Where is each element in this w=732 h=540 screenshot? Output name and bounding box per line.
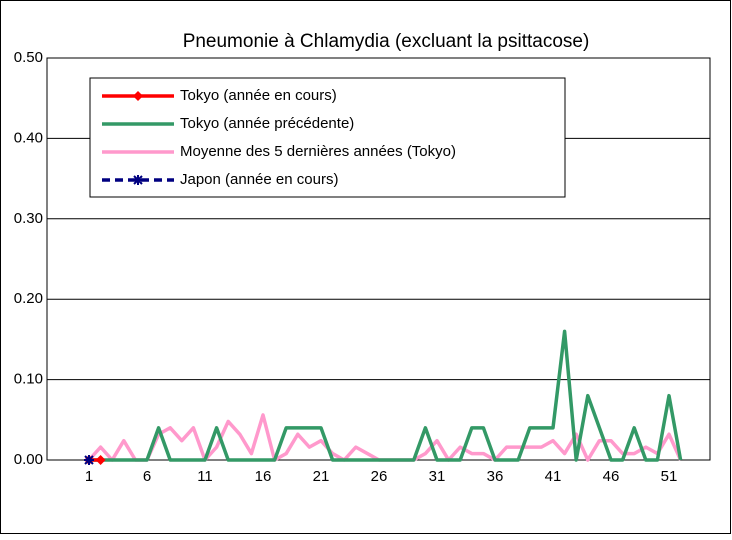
x-tick-label: 1 <box>85 468 93 485</box>
x-tick-label: 11 <box>197 468 213 485</box>
point-marker <box>95 455 106 465</box>
x-tick-label: 46 <box>603 468 620 485</box>
legend-label: Moyenne des 5 dernières années (Tokyo) <box>180 143 456 160</box>
legend-label: Tokyo (année en cours) <box>180 87 337 104</box>
x-tick-label: 16 <box>255 468 272 485</box>
x-tick-label: 31 <box>429 468 446 485</box>
y-tick-label: 0.30 <box>14 210 43 227</box>
legend-label: Japon (année en cours) <box>180 171 338 188</box>
point-marker <box>133 91 143 101</box>
x-tick-label: 6 <box>143 468 151 485</box>
point-marker <box>133 175 143 185</box>
x-tick-label: 21 <box>313 468 330 485</box>
chart-title: Pneumonie à Chlamydia (excluant la psitt… <box>183 31 590 52</box>
y-tick-label: 0.00 <box>14 451 43 468</box>
y-tick-label: 0.40 <box>14 129 43 146</box>
x-tick-label: 41 <box>545 468 562 485</box>
y-tick-label: 0.20 <box>14 290 43 307</box>
y-tick-label: 0.50 <box>14 49 43 66</box>
x-tick-label: 51 <box>661 468 678 485</box>
x-tick-label: 26 <box>371 468 388 485</box>
legend-box <box>89 77 566 198</box>
series-line <box>89 329 683 462</box>
x-tick-label: 36 <box>487 468 504 485</box>
point-marker <box>84 455 94 465</box>
legend-label: Tokyo (année précédente) <box>180 115 354 132</box>
y-tick-label: 0.10 <box>14 371 43 388</box>
